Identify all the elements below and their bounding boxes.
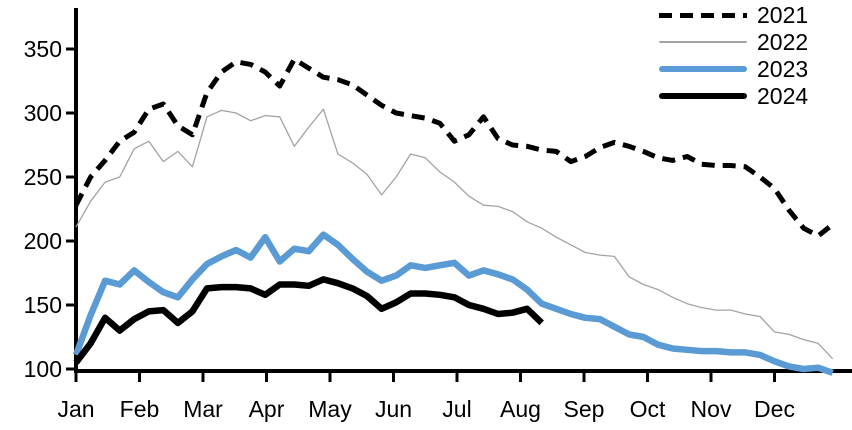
legend-swatch-2023-blue-line bbox=[659, 65, 747, 73]
legend-label-2024: 2024 bbox=[757, 83, 809, 109]
series-2021-line bbox=[73, 56, 835, 239]
y-tick-label: 100 bbox=[24, 356, 62, 382]
y-tick-label: 150 bbox=[24, 292, 62, 318]
y-tick-label: 200 bbox=[24, 228, 62, 254]
legend-row-2023: 2023 bbox=[659, 56, 808, 82]
x-tick-label: Apr bbox=[249, 396, 285, 422]
legend-label-2023: 2023 bbox=[757, 56, 809, 82]
x-tick-label: Feb bbox=[120, 396, 160, 422]
x-tick-label: Nov bbox=[691, 396, 732, 422]
x-tick-label: Sep bbox=[564, 396, 605, 422]
x-tick-label: Dec bbox=[754, 396, 795, 422]
x-tick-label: Jan bbox=[57, 396, 94, 422]
x-tick-label: Jul bbox=[442, 396, 471, 422]
y-tick-label: 250 bbox=[24, 164, 62, 190]
legend-swatch-2024-black-line bbox=[659, 92, 747, 100]
y-tick-label: 350 bbox=[24, 36, 62, 62]
legend-row-2024: 2024 bbox=[659, 83, 808, 109]
y-tick-label: 300 bbox=[24, 100, 62, 126]
x-tick-label: Aug bbox=[500, 396, 541, 422]
x-tick-label: May bbox=[308, 396, 352, 422]
legend: 2021 2022 2023 2024 bbox=[659, 1, 808, 110]
x-tick-label: Mar bbox=[183, 396, 223, 422]
legend-row-2021: 2021 bbox=[659, 2, 808, 28]
series-2024-line bbox=[73, 276, 544, 365]
series-2022-line bbox=[75, 108, 834, 360]
legend-row-2022: 2022 bbox=[659, 29, 808, 55]
legend-swatch-2021-dashed-line bbox=[659, 12, 747, 18]
legend-label-2021: 2021 bbox=[757, 2, 809, 28]
legend-swatch-2022-thin-line bbox=[659, 41, 747, 43]
series-2023-line bbox=[72, 231, 834, 376]
x-tick-label: Oct bbox=[630, 396, 666, 422]
legend-label-2022: 2022 bbox=[757, 29, 809, 55]
x-tick-label: Jun bbox=[375, 396, 412, 422]
